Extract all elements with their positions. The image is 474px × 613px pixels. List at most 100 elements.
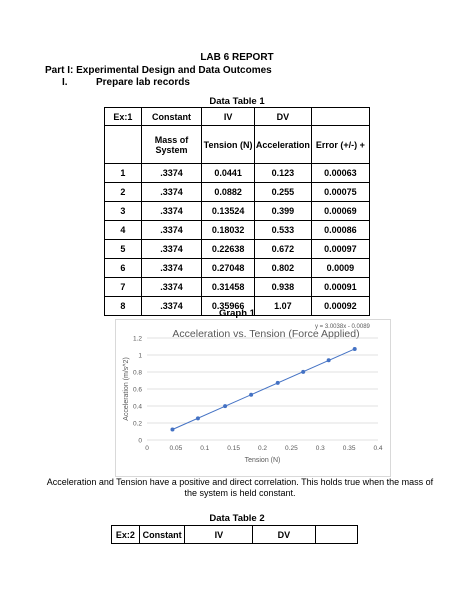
x-tick-label: 0.2: [258, 445, 267, 452]
x-tick-label: 0.35: [343, 445, 356, 452]
table-header-cell: IV: [184, 525, 254, 544]
scatter-chart: Acceleration vs. Tension (Force Applied)…: [123, 324, 383, 464]
table-header-cell: DV: [253, 107, 312, 126]
table-cell: 0.00092: [310, 296, 371, 316]
table-cell: 0.938: [253, 277, 312, 297]
data-point: [275, 380, 280, 385]
table-cell: 4: [104, 220, 142, 240]
table-cell: 0.0441: [201, 163, 255, 183]
data-point: [223, 404, 228, 409]
section-heading: I. Prepare lab records: [62, 77, 190, 88]
table-cell: 0.00063: [310, 163, 371, 183]
chart-title: Acceleration vs. Tension (Force Applied): [172, 328, 359, 340]
table-cell: 0.31458: [201, 277, 255, 297]
table-cell: 2: [104, 182, 142, 202]
y-tick-label: 0.8: [133, 370, 142, 377]
data-point: [352, 347, 357, 352]
table-header-cell: Ex:1: [104, 107, 142, 126]
data-point: [249, 392, 254, 397]
table-header-cell: [314, 525, 358, 544]
table-cell: 0.0882: [201, 182, 255, 202]
table-header-cell: Constant: [138, 525, 186, 544]
y-tick-label: 0.4: [133, 404, 142, 411]
table-cell: 7: [104, 277, 142, 297]
table-header-row: Ex:2 Constant IV DV: [111, 525, 358, 544]
table-cell: 0.399: [253, 201, 312, 221]
data-point: [170, 427, 175, 432]
table-row: 3.3374 0.13524 0.399 0.00069: [104, 201, 371, 221]
table-header-cell: Acceleration: [253, 125, 312, 164]
table-cell: 0.00069: [310, 201, 371, 221]
table-cell: 0.255: [253, 182, 312, 202]
table-header-cell: Ex:2: [111, 525, 140, 544]
table-cell: .3374: [140, 201, 203, 221]
table-row: 5.3374 0.22638 0.672 0.00097: [104, 239, 371, 259]
table-header-cell: Mass of System: [140, 125, 203, 164]
y-tick-label: 1.2: [133, 336, 142, 343]
table-cell: 0.00075: [310, 182, 371, 202]
table-cell: 0.00091: [310, 277, 371, 297]
table-cell: 0.18032: [201, 220, 255, 240]
table-cell: 8: [104, 296, 142, 316]
x-axis-label: Tension (N): [245, 457, 281, 464]
data-point: [326, 358, 331, 363]
y-tick-label: 0: [138, 438, 142, 445]
table-cell: .3374: [140, 182, 203, 202]
table-header-cell: [310, 107, 371, 126]
data-point: [301, 369, 306, 374]
table-cell: 0.35966: [201, 296, 255, 316]
data-table-2: Ex:2 Constant IV DV: [111, 525, 358, 544]
y-axis-label: Acceleration (m/s^2): [123, 357, 130, 421]
x-tick-label: 0.05: [170, 445, 183, 452]
paragraph: Acceleration and Tension have a positive…: [46, 477, 434, 498]
table-header-cell: IV: [201, 107, 255, 126]
y-tick-label: 0.2: [133, 421, 142, 428]
table-header-cell: Tension (N): [201, 125, 255, 164]
table-cell: 0.123: [253, 163, 312, 183]
table-row: 4.3374 0.18032 0.533 0.00086: [104, 220, 371, 240]
table-cell: .3374: [140, 277, 203, 297]
table-header-cell: [104, 125, 142, 164]
table-row: 2.3374 0.0882 0.255 0.00075: [104, 182, 371, 202]
x-tick-label: 0.4: [373, 445, 382, 452]
table-cell: .3374: [140, 296, 203, 316]
y-tick-label: 0.6: [133, 387, 142, 394]
table-row: 1.3374 0.0441 0.123 0.00063: [104, 163, 371, 183]
section-number: I.: [62, 77, 68, 88]
table-cell: 1.07: [253, 296, 312, 316]
report-title: LAB 6 REPORT: [200, 52, 274, 63]
part-heading: Part I: Experimental Design and Data Out…: [45, 65, 272, 76]
table-cell: 0.672: [253, 239, 312, 259]
table-cell: 3: [104, 201, 142, 221]
table-cell: 0.0009: [310, 258, 371, 278]
table-row: 6.3374 0.27048 0.802 0.0009: [104, 258, 371, 278]
trendline-equation: y = 3.0038x - 0.0089: [315, 324, 371, 330]
table-header-cell: Error (+/-) +: [310, 125, 371, 164]
table-cell: .3374: [140, 163, 203, 183]
chart-container: Acceleration vs. Tension (Force Applied)…: [115, 319, 391, 477]
x-tick-label: 0.25: [285, 445, 298, 452]
table-header-cell: DV: [252, 525, 316, 544]
table-header-cell: Constant: [140, 107, 203, 126]
table-cell: 6: [104, 258, 142, 278]
table-row: 7.3374 0.31458 0.938 0.00091: [104, 277, 371, 297]
table-cell: 0.533: [253, 220, 312, 240]
table-cell: 0.00086: [310, 220, 371, 240]
table-cell: .3374: [140, 258, 203, 278]
y-tick-label: 1: [138, 353, 142, 360]
table-header-row: Ex:1 Constant IV DV: [104, 107, 371, 126]
x-tick-label: 0.15: [227, 445, 240, 452]
table-cell: 0.27048: [201, 258, 255, 278]
table-cell: 0.22638: [201, 239, 255, 259]
table-cell: 0.00097: [310, 239, 371, 259]
trendline: [172, 348, 355, 430]
table2-caption: Data Table 2: [209, 513, 265, 524]
table-row: 8.3374 0.35966 1.07 0.00092: [104, 296, 371, 316]
data-table-1: Ex:1 Constant IV DV Mass of System Tensi…: [104, 107, 371, 316]
table-cell: 1: [104, 163, 142, 183]
table-cell: 0.13524: [201, 201, 255, 221]
data-point: [195, 416, 200, 421]
table-cell: .3374: [140, 220, 203, 240]
graph-caption: Graph 1: [219, 308, 255, 319]
x-tick-label: 0: [145, 445, 149, 452]
